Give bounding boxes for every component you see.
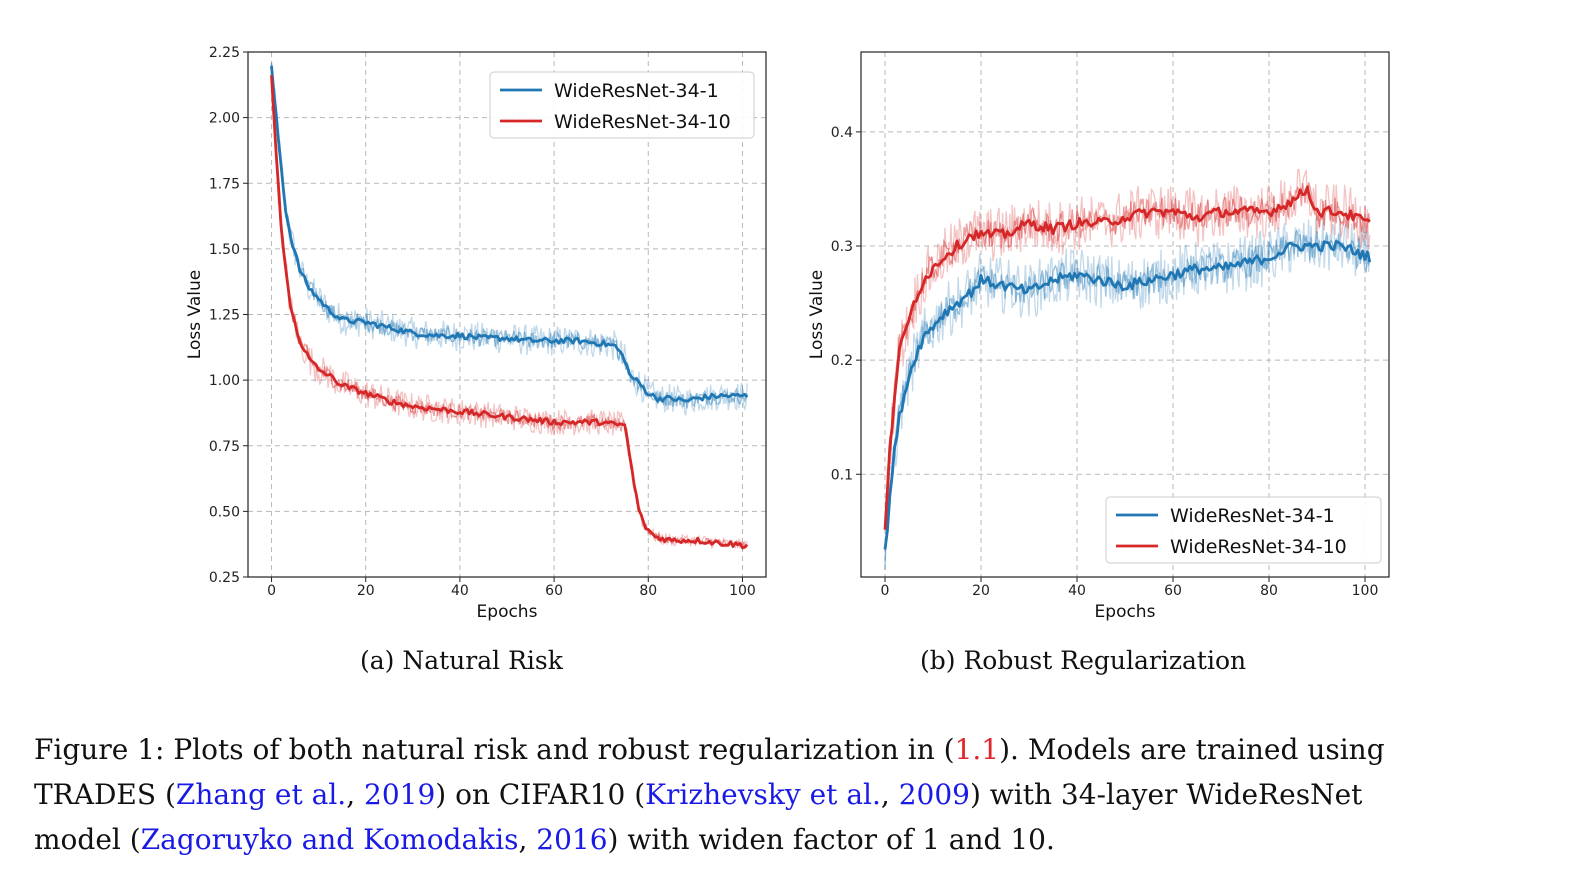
x-tick-label: 40 — [451, 583, 469, 599]
y-tick-label: 2.25 — [209, 45, 240, 61]
plot-frame — [860, 51, 1390, 578]
series-line — [270, 75, 749, 550]
y-axis-label: Loss Value — [185, 270, 205, 359]
x-tick-label: 100 — [1352, 583, 1379, 599]
x-tick-label: 0 — [881, 583, 890, 599]
citation-year-link[interactable]: 2019 — [364, 778, 436, 811]
caption-text: Figure 1: Plots of both natural risk and… — [34, 733, 955, 766]
y-axis-label: Loss Value — [807, 270, 827, 359]
legend: WideResNet-34-1 WideResNet-34-10 — [1105, 496, 1382, 564]
legend-label: WideResNet-34-1 — [554, 80, 719, 102]
x-axis-label: Epochs — [1095, 602, 1156, 622]
series-noise-band — [884, 217, 1371, 561]
x-tick-label: 0 — [267, 583, 276, 599]
y-tick-label: 2.00 — [209, 111, 240, 127]
x-tick-label: 80 — [1260, 583, 1278, 599]
x-tick-label: 20 — [972, 583, 990, 599]
x-tick-label: 40 — [1068, 583, 1086, 599]
chart-panel-natural-risk: 0 20 40 60 80 100 0.25 0.50 0.75 1.00 1.25 1.50 1.75… — [185, 45, 767, 622]
citation-author-link[interactable]: Zhang et al. — [175, 778, 347, 811]
series-line — [270, 65, 749, 403]
chart-panel-robust-regularization: 0 20 40 60 80 100 0.1 0.2 0.3 0.4 Epochs Loss Value… — [807, 51, 1390, 622]
citation-year-link[interactable]: 2016 — [536, 823, 608, 856]
citation-author-link[interactable]: Krizhevsky et al. — [645, 778, 881, 811]
equation-ref-link[interactable]: 1.1 — [954, 733, 1000, 766]
y-tick-label: 0.25 — [209, 570, 240, 586]
series-line — [883, 185, 1371, 530]
caption-line-2: TRADES (Zhang et al., 2019) on CIFAR10 (… — [34, 778, 1363, 811]
subcaption-robust-regularization: (b) Robust Regularization — [920, 646, 1247, 675]
x-tick-label: 20 — [357, 583, 375, 599]
y-tick-label: 0.1 — [831, 467, 853, 483]
series-noise-band — [270, 82, 748, 551]
series-noise-band — [884, 230, 1371, 570]
legend: WideResNet-34-1 WideResNet-34-10 — [489, 71, 755, 139]
figure-panels: 0 20 40 60 80 100 0.25 0.50 0.75 1.00 1.25 1.50 1.75… — [185, 45, 1390, 622]
y-tick-label: 0.75 — [209, 439, 240, 455]
x-tick-label: 100 — [729, 583, 756, 599]
legend-label: WideResNet-34-1 — [1170, 505, 1335, 527]
y-tick-label: 1.50 — [209, 242, 240, 258]
legend-box — [1105, 496, 1382, 564]
legend-label: WideResNet-34-10 — [554, 111, 731, 133]
y-tick-label: 1.75 — [209, 176, 240, 192]
caption-line-3: model (Zagoruyko and Komodakis, 2016) wi… — [34, 823, 1055, 856]
series-WideResNet-34-1 — [270, 62, 749, 417]
series-WideResNet-34-1 — [883, 217, 1372, 570]
legend-box — [489, 71, 755, 139]
series-line — [883, 240, 1372, 550]
legend-label: WideResNet-34-10 — [1170, 536, 1347, 558]
caption-text: ) with widen factor of 1 and 10. — [607, 823, 1055, 856]
citation-author-link[interactable]: Zagoruyko and Komodakis — [140, 823, 519, 856]
x-tick-label: 60 — [545, 583, 563, 599]
y-tick-label: 0.4 — [831, 125, 853, 141]
citation-year-link[interactable]: 2009 — [898, 778, 970, 811]
x-tick-label: 80 — [639, 583, 657, 599]
subcaption-natural-risk: (a) Natural Risk — [360, 646, 563, 675]
y-tick-label: 0.2 — [831, 353, 853, 369]
series-WideResNet-34-10 — [270, 75, 749, 551]
y-tick-label: 0.3 — [831, 239, 853, 255]
x-tick-label: 60 — [1164, 583, 1182, 599]
series-noise-band — [884, 169, 1371, 517]
caption-text: model ( — [34, 823, 141, 856]
series-noise-band — [270, 62, 748, 409]
y-tick-label: 0.50 — [209, 504, 240, 520]
caption-text: ). Models are trained using — [999, 733, 1385, 766]
y-tick-label: 1.00 — [209, 373, 240, 389]
caption-line-1: Figure 1: Plots of both natural risk and… — [34, 727, 1539, 772]
figure-caption: Figure 1: Plots of both natural risk and… — [34, 727, 1539, 862]
x-axis-label: Epochs — [477, 602, 538, 622]
series-WideResNet-34-10 — [883, 169, 1371, 530]
y-tick-label: 1.25 — [209, 308, 240, 324]
caption-text: ) on CIFAR10 ( — [435, 778, 646, 811]
caption-text: ) with 34-layer WideResNet — [969, 778, 1363, 811]
caption-text: TRADES ( — [34, 778, 176, 811]
